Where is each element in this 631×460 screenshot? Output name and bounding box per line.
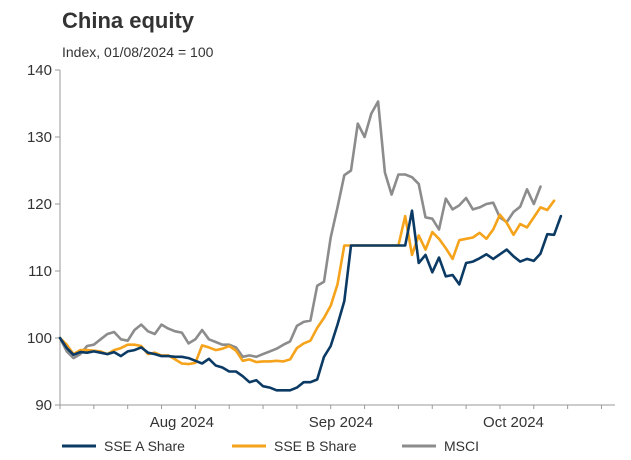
series-lines [58,100,563,392]
x-tick-label: Aug 2024 [150,414,214,431]
chart-subtitle: Index, 01/08/2024 = 100 [62,44,214,60]
y-tick-label: 100 [27,330,52,347]
y-tick-label: 110 [28,263,52,280]
y-axis: 90 100 110 120 130 140 [27,62,61,414]
y-tick-label: 140 [27,62,52,79]
legend: SSE A Share SSE B Share MSCI [62,438,479,454]
x-axis: Aug 2024 Sep 2024 Oct 2024 [59,404,615,431]
legend-label: SSE B Share [274,438,357,454]
chart-title: China equity [62,8,195,33]
x-tick-label: Sep 2024 [309,414,373,431]
y-tick-label: 120 [27,196,52,213]
y-tick-label: 130 [27,129,52,146]
y-tick-label: 90 [35,397,52,414]
legend-label: SSE A Share [104,438,185,454]
legend-label: MSCI [444,438,479,454]
series-line-msci [58,100,542,360]
x-tick-label: Oct 2024 [483,414,544,431]
series-line-sse-a-share [58,209,563,392]
series-line-sse-b-share [58,199,556,366]
